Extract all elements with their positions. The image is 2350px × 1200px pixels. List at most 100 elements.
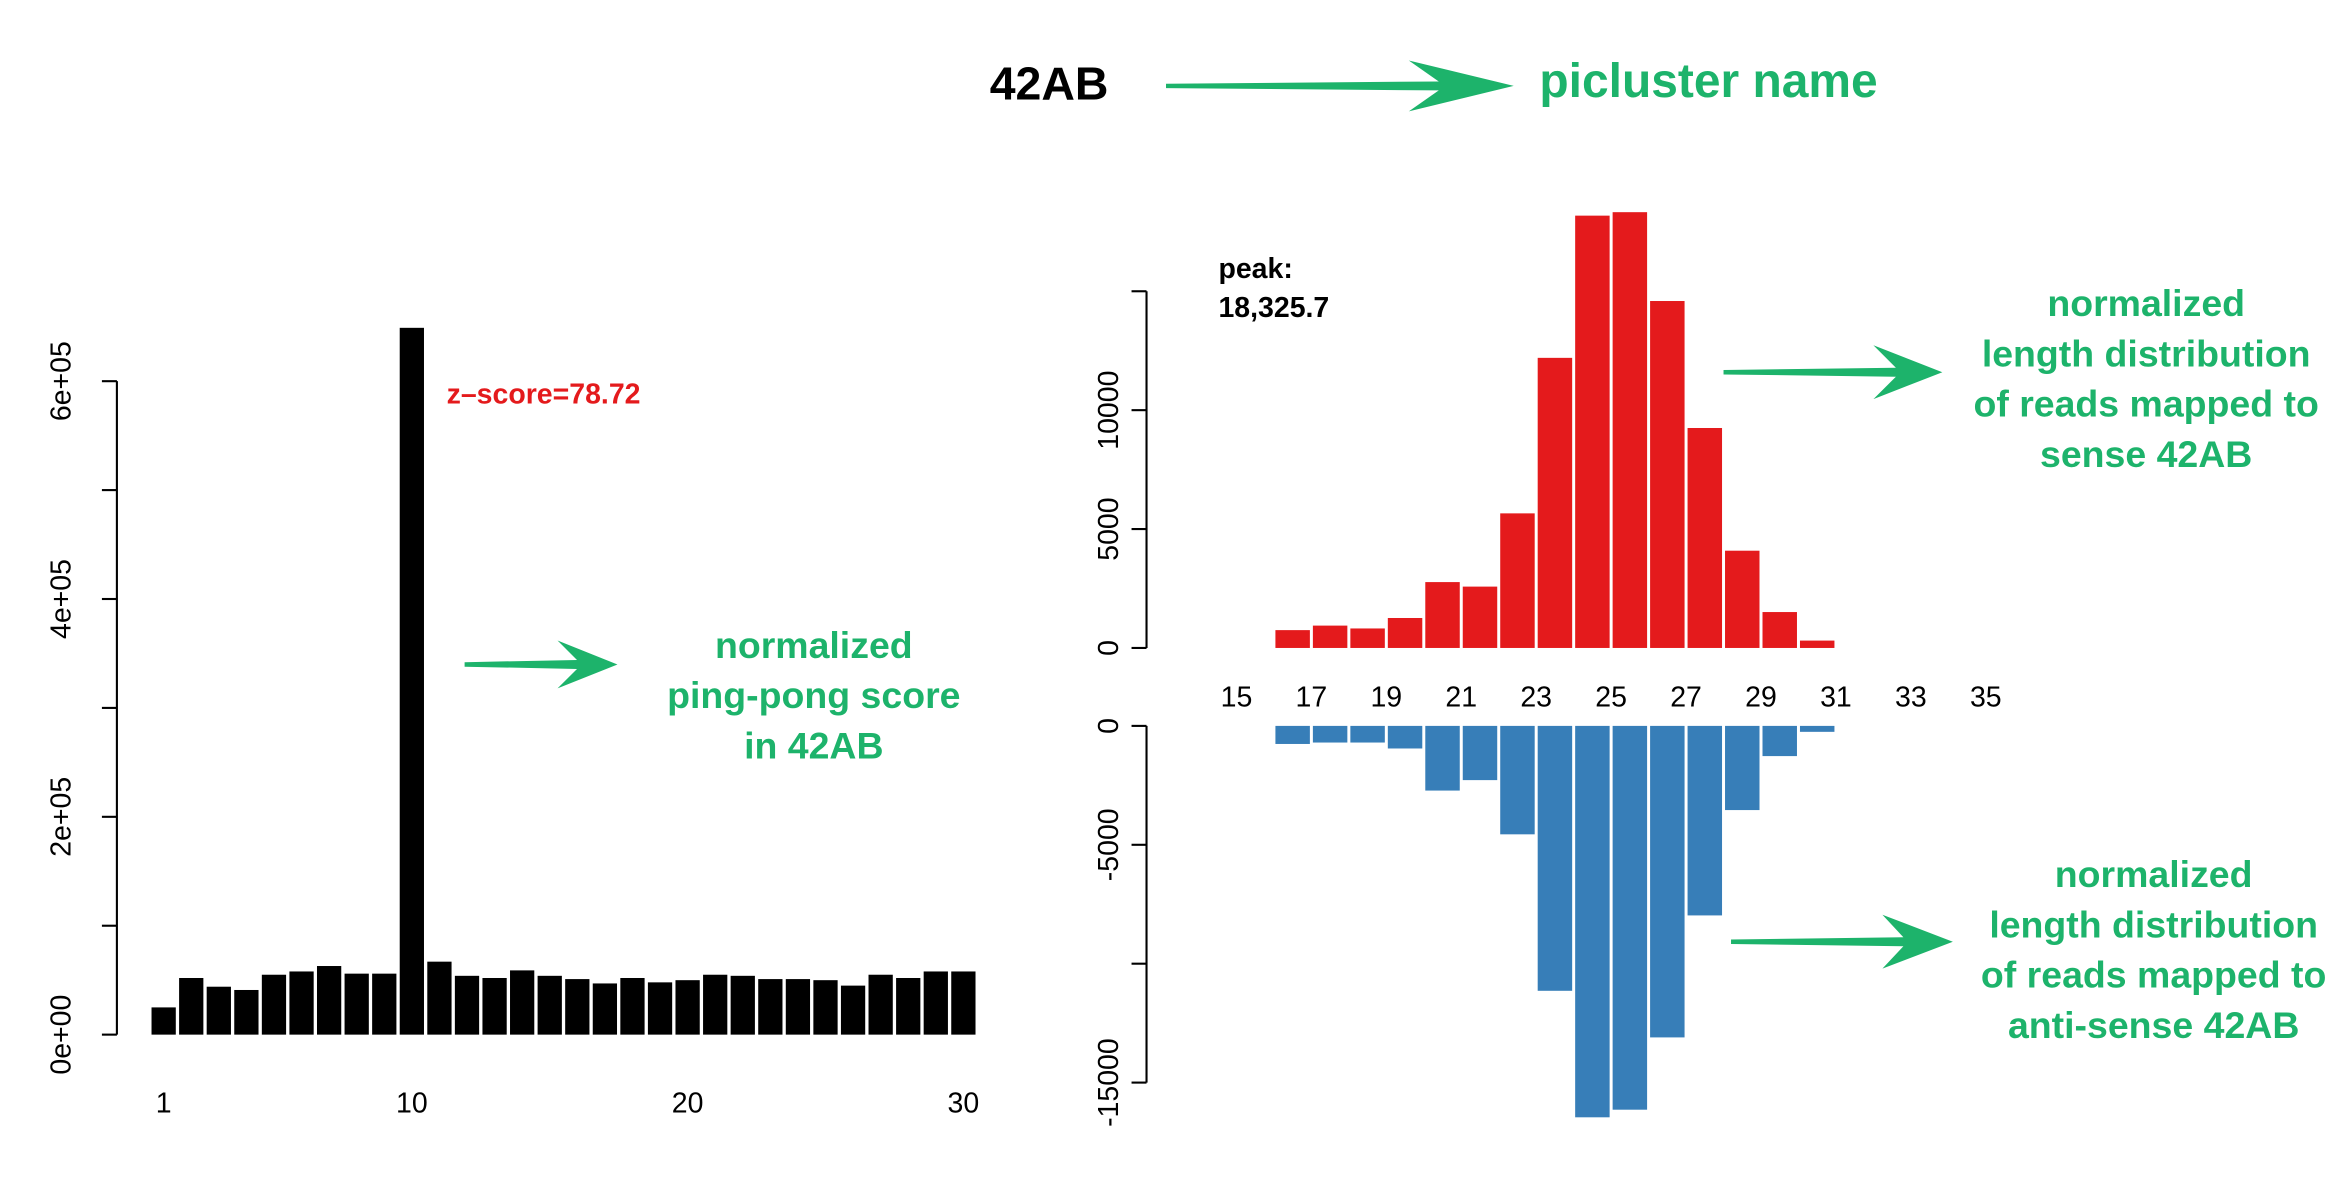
title-note: picluster name xyxy=(1539,55,1877,108)
bar xyxy=(316,966,342,1035)
callout: of reads mapped to xyxy=(1981,954,2326,996)
bar xyxy=(399,327,424,1035)
bar xyxy=(1387,725,1423,749)
y-tick-label: 0e+00 xyxy=(45,995,77,1075)
bar xyxy=(206,986,231,1035)
bar xyxy=(1799,725,1835,732)
annotation: 18,325.7 xyxy=(1218,292,1329,324)
bar xyxy=(454,975,480,1035)
bar xyxy=(758,979,783,1035)
bar xyxy=(234,989,259,1035)
y-tick-label: 4e+05 xyxy=(45,559,77,639)
bar xyxy=(1312,725,1348,743)
bar xyxy=(1275,725,1310,744)
bar xyxy=(427,961,452,1035)
arrow xyxy=(1731,914,1953,969)
callout: of reads mapped to xyxy=(1973,383,2318,425)
bar xyxy=(923,971,948,1035)
bar xyxy=(730,975,755,1035)
bar xyxy=(151,1007,176,1035)
y-tick-label: 0 xyxy=(1093,718,1125,734)
arrow xyxy=(1166,60,1514,112)
x-tick-label: 31 xyxy=(1820,681,1852,713)
bar xyxy=(1462,725,1498,781)
bar xyxy=(1350,725,1385,743)
bar xyxy=(785,979,811,1035)
callout: sense 42AB xyxy=(2040,433,2252,475)
x-tick-label: 10 xyxy=(396,1088,428,1120)
bar xyxy=(675,980,700,1035)
callout: normalized xyxy=(2055,853,2253,895)
bar xyxy=(1762,725,1797,757)
bar xyxy=(1537,357,1573,648)
bar xyxy=(1762,612,1797,648)
bar xyxy=(840,985,866,1035)
bar xyxy=(1275,630,1310,648)
bar xyxy=(813,980,838,1035)
x-tick-label: 33 xyxy=(1895,681,1927,713)
callout: in 42AB xyxy=(744,724,883,766)
bar xyxy=(1500,725,1535,835)
x-tick-label: 15 xyxy=(1221,681,1253,713)
bar xyxy=(703,974,728,1035)
y-tick-label: 5000 xyxy=(1093,497,1125,560)
y-tick-label: 6e+05 xyxy=(45,341,77,421)
bar xyxy=(1650,725,1685,1038)
bar xyxy=(868,974,893,1035)
y-tick-label: -15000 xyxy=(1093,1038,1125,1127)
bar xyxy=(1612,212,1648,648)
bar xyxy=(1500,513,1535,648)
bar xyxy=(1425,725,1460,791)
bar xyxy=(1387,617,1423,648)
callout: normalized xyxy=(715,624,913,666)
callout: length distribution xyxy=(1989,903,2318,945)
callout: ping-pong score xyxy=(667,674,960,716)
bar xyxy=(592,983,618,1035)
x-tick-label: 17 xyxy=(1296,681,1328,713)
bar xyxy=(1537,725,1573,991)
x-tick-label: 1 xyxy=(156,1088,172,1120)
annotation: z–score=78.72 xyxy=(447,379,641,411)
bar xyxy=(1799,640,1835,648)
bar xyxy=(565,979,590,1035)
x-tick-label: 23 xyxy=(1520,681,1552,713)
bar xyxy=(261,974,287,1035)
y-tick-label: -5000 xyxy=(1093,808,1125,881)
x-tick-label: 21 xyxy=(1445,681,1477,713)
arrow xyxy=(464,640,618,689)
bar xyxy=(620,977,645,1035)
x-tick-label: 27 xyxy=(1670,681,1702,713)
callout: anti-sense 42AB xyxy=(2008,1004,2299,1046)
bar xyxy=(1425,582,1460,648)
bar xyxy=(1575,215,1610,648)
bar xyxy=(1650,301,1685,648)
arrow xyxy=(1723,345,1943,400)
callout: normalized xyxy=(2047,282,2245,324)
bar xyxy=(1575,725,1610,1118)
bar xyxy=(179,977,204,1035)
bar xyxy=(1462,586,1498,648)
bar xyxy=(951,971,976,1035)
bar xyxy=(372,973,397,1035)
annotation: peak: xyxy=(1218,253,1292,285)
x-tick-label: 20 xyxy=(672,1088,704,1120)
y-tick-label: 0 xyxy=(1093,640,1125,656)
callout: length distribution xyxy=(1982,332,2311,374)
bar xyxy=(1725,550,1760,648)
x-tick-label: 19 xyxy=(1370,681,1402,713)
title: 42AB xyxy=(990,58,1109,110)
bar xyxy=(896,977,921,1035)
x-tick-label: 35 xyxy=(1970,681,2002,713)
y-tick-label: 2e+05 xyxy=(45,777,77,857)
bar xyxy=(537,975,562,1035)
bar xyxy=(1687,725,1723,916)
bar xyxy=(289,971,314,1035)
bar xyxy=(1612,725,1648,1110)
bar xyxy=(1312,625,1348,648)
x-tick-label: 30 xyxy=(948,1088,980,1120)
bar xyxy=(344,973,369,1035)
x-tick-label: 25 xyxy=(1595,681,1627,713)
bar xyxy=(1687,427,1723,648)
